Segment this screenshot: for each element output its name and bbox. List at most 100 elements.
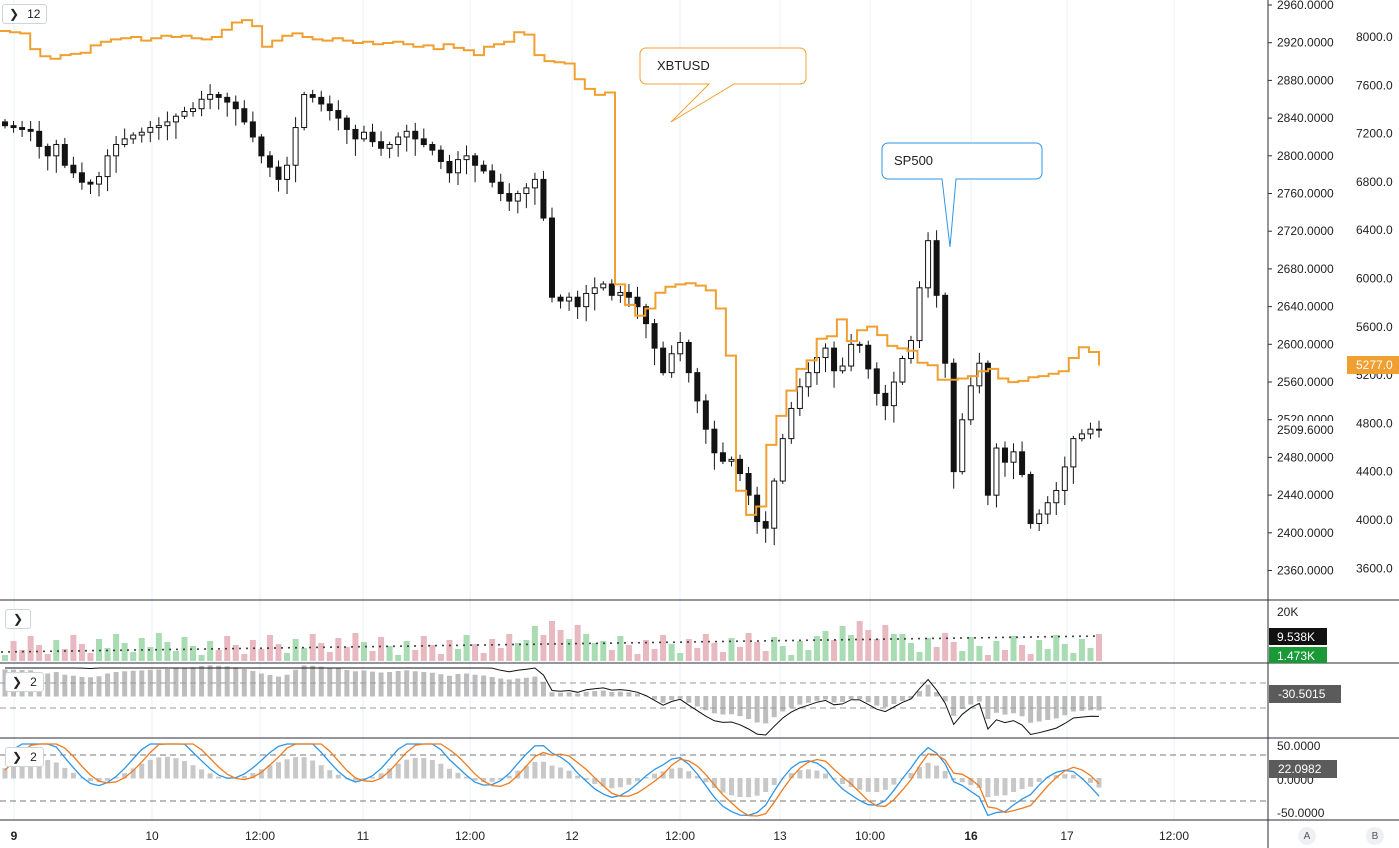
volume-ma-dot [267,647,269,650]
oscillator-pane-1[interactable] [0,665,1268,736]
osc2-histogram-bar [566,770,572,779]
osc1-histogram-bar [344,670,350,697]
osc1-histogram-bar [113,672,119,697]
osc1-histogram-bar [515,678,521,697]
osc2-histogram-bar [438,763,444,779]
volume-ma-dot [1058,635,1060,638]
volume-ma-dot [414,644,416,647]
osc1-histogram-bar [523,677,529,697]
osc1-badge [1269,685,1341,703]
volume-bar [907,643,914,661]
volume-ma-dot [512,643,514,646]
volume-value-label: 9.538K [1277,630,1315,644]
candle-body [976,362,983,387]
osc2-histogram-bar [1096,778,1102,788]
candle-body [266,155,273,168]
oscillator1-pane-button[interactable]: ❯ 2 [5,672,44,692]
volume-bar [130,652,137,661]
osc1-histogram-bar [746,696,752,719]
volume-ma-dot [631,641,633,644]
volume-pane[interactable] [1,621,1102,661]
volume-bar [899,634,906,661]
volume-ma-dot [701,640,703,643]
osc1-histogram-bar [891,696,897,704]
volume-ma-dot [841,638,843,641]
osc2-histogram-bar [746,778,752,798]
osc2-histogram-bar [917,766,923,779]
candle-body [258,136,265,157]
log-scale-button[interactable]: B [1366,827,1384,845]
candle-body [454,159,461,174]
compare-tick-label: 4800.0 [1356,416,1393,430]
osc1-histogram-bar [1036,696,1042,722]
candle-body [87,181,94,185]
volume-bar [386,646,393,661]
volume-ma-dot [8,650,10,653]
volume-ma-dot [890,638,892,641]
volume-ma-dot [288,646,290,649]
osc1-histogram-bar [626,692,632,697]
osc1-histogram-bar [489,677,495,697]
osc1-histogram-bar [267,675,273,697]
candle-body [284,164,291,180]
osc2-histogram-bar [959,778,965,783]
oscillator2-pane-button[interactable]: ❯ 2 [5,747,44,767]
volume-bar [523,640,530,661]
candle-body [1096,428,1102,431]
osc2-histogram-bar [728,778,734,796]
main-pane[interactable] [0,19,1102,546]
volume-ma-dot [974,636,976,639]
volume-ma-dot [834,638,836,641]
osc1-histogram-bar [558,692,564,697]
candle-body [625,292,632,298]
volume-ma-dot [134,649,136,652]
osc2-histogram-bar [882,778,888,790]
osc1-histogram-bar [139,670,145,697]
osc1-histogram-bar [310,665,316,697]
volume-ma-dot [302,646,304,649]
volume-bar [497,648,504,661]
osc1-histogram-bar [874,696,880,706]
time-tick-label: 11 [357,829,370,843]
volume-bar [788,655,795,661]
candle-body [514,193,521,202]
top-pane-collapse-button[interactable]: ❯ 12 [2,4,48,24]
volume-ma-dot [918,637,920,640]
volume-ma-dot [505,643,507,646]
auto-scale-button[interactable]: A [1298,827,1316,845]
volume-bar [472,644,479,661]
volume-bar [1053,635,1060,661]
osc1-histogram-bar [609,692,615,697]
volume-bar [942,633,949,661]
candle-body [335,110,342,119]
osc1-histogram-bar [130,670,136,697]
volume-ma-dot [778,639,780,642]
oscillator-pane-2[interactable] [0,743,1268,817]
price-tick-label: 2920.0000 [1277,36,1334,50]
osc2-histogram-bar [754,778,760,796]
osc2-badge [1269,760,1337,778]
osc1-histogram-bar [79,677,85,697]
volume-ma-dot [323,646,325,649]
candle-body [822,347,829,359]
volume-ma-dot [113,649,115,652]
osc2-histogram-bar [771,778,777,786]
osc1-histogram-bar [387,672,393,697]
volume-ma-dot [57,650,59,653]
osc2-histogram-bar [583,778,589,781]
osc2-histogram-bar [395,763,401,779]
price-tick-label: 2440.0000 [1277,488,1334,502]
candle-body [788,407,795,440]
osc2-histogram-bar [558,767,564,779]
chevron-right-icon: ❯ [12,675,23,689]
volume-bar [164,642,171,661]
osc1-histogram-bar [481,675,487,697]
price-tick-label: 2480.0000 [1277,450,1334,464]
volume-pane-expand-button[interactable]: ❯ [5,609,32,629]
volume-ma-dot [1093,635,1095,638]
osc2-histogram-bar [549,765,555,779]
time-tick-label: 10:00 [855,829,885,843]
osc1-histogram-bar [540,681,546,697]
